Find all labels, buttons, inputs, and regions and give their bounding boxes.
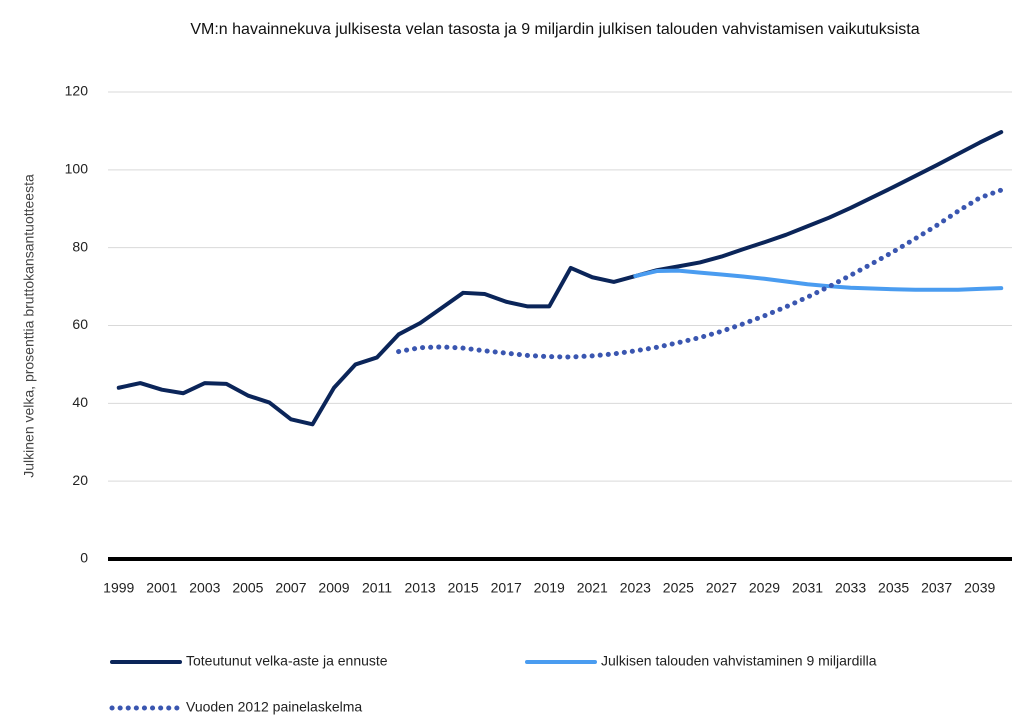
x-tick-label: 2023 <box>620 580 651 596</box>
x-tick-label: 2029 <box>749 580 780 596</box>
y-tick-label: 40 <box>72 394 88 410</box>
y-tick-label: 20 <box>72 472 88 488</box>
y-tick-label: 120 <box>65 83 89 99</box>
series-line <box>633 268 1004 292</box>
x-tick-label: 2037 <box>921 580 952 596</box>
y-tick-label: 60 <box>72 316 88 332</box>
legend-label: Toteutunut velka-aste ja ennuste <box>186 653 388 669</box>
x-tick-label: 2005 <box>232 580 263 596</box>
x-tick-label: 2011 <box>362 580 392 596</box>
x-tick-label: 2021 <box>577 580 608 596</box>
y-tick-label: 0 <box>80 550 88 566</box>
x-tick-label: 2007 <box>275 580 306 596</box>
x-tick-label: 2013 <box>405 580 436 596</box>
x-tick-label: 2017 <box>491 580 522 596</box>
x-tick-label: 2035 <box>878 580 909 596</box>
x-tick-label: 2027 <box>706 580 737 596</box>
x-tick-label: 2015 <box>448 580 479 596</box>
chart-title: VM:n havainnekuva julkisesta velan tasos… <box>190 21 919 38</box>
x-tick-label: 2001 <box>146 580 177 596</box>
y-tick-label: 80 <box>72 238 88 254</box>
x-tick-label: 2009 <box>318 580 349 596</box>
legend-label: Vuoden 2012 painelaskelma <box>186 699 362 715</box>
legend-label: Julkisen talouden vahvistaminen 9 miljar… <box>601 653 877 669</box>
x-tick-label: 2003 <box>189 580 220 596</box>
x-tick-label: 2025 <box>663 580 694 596</box>
y-axis-label: Julkinen velka, prosenttia bruttokansant… <box>21 174 37 478</box>
series-line <box>396 187 1004 360</box>
series-line <box>116 130 1004 427</box>
y-tick-label: 100 <box>65 161 89 177</box>
x-tick-label: 2039 <box>964 580 995 596</box>
x-tick-label: 2033 <box>835 580 866 596</box>
x-tick-label: 2019 <box>534 580 565 596</box>
x-tick-label: 1999 <box>103 580 134 596</box>
x-tick-label: 2031 <box>792 580 823 596</box>
